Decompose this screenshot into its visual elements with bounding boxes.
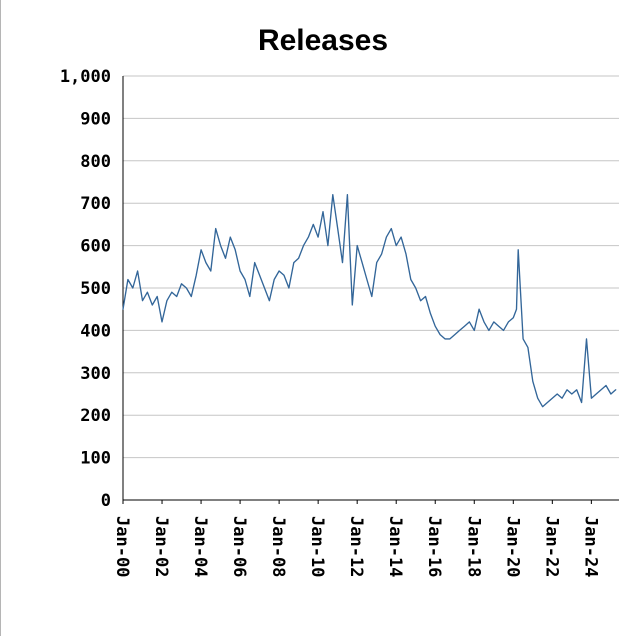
- chart-title: Releases: [258, 24, 388, 57]
- y-tick-label: 200: [80, 406, 111, 426]
- y-tick-label: 700: [80, 194, 111, 214]
- series-line-0: [122, 194, 617, 408]
- x-tick-label: Jan-08: [268, 516, 288, 577]
- y-tick-label: 300: [80, 364, 111, 384]
- x-tick-label: Jan-22: [541, 516, 561, 577]
- x-tick-label: Jan-02: [151, 516, 171, 577]
- series-layer: [122, 194, 617, 408]
- x-tick-label: Jan-12: [346, 516, 366, 577]
- x-tick-label: Jan-18: [463, 516, 483, 577]
- x-tick-label: Jan-24: [580, 516, 600, 577]
- gridlines: [123, 75, 619, 459]
- y-tick-label: 600: [80, 237, 111, 257]
- y-tick-label: 900: [80, 109, 111, 129]
- x-tick-label: Jan-10: [307, 516, 327, 577]
- x-tick-label: Jan-04: [190, 516, 210, 577]
- y-tick-label: 500: [80, 279, 111, 299]
- x-axis-tick-labels: Jan-00 Jan-02 Jan-04 Jan-06 Jan-08 Jan-10 Jan-…: [112, 516, 600, 577]
- x-tick-label: Jan-14: [385, 516, 405, 577]
- axes: [122, 76, 619, 504]
- y-tick-label: 800: [80, 152, 111, 172]
- y-tick-label: 100: [80, 449, 111, 469]
- x-tick-label: Jan-00: [112, 516, 132, 577]
- x-tick-label: Jan-20: [502, 516, 522, 577]
- x-tick-label: Jan-06: [229, 516, 249, 577]
- y-tick-label: 1,000: [60, 67, 111, 87]
- y-axis-tick-labels: 0 100 200 300 400 500 600 700 800 900 1,000: [60, 67, 111, 511]
- y-tick-label: 400: [80, 321, 111, 341]
- y-tick-label: 0: [101, 491, 111, 511]
- x-tick-label: Jan-16: [424, 516, 444, 577]
